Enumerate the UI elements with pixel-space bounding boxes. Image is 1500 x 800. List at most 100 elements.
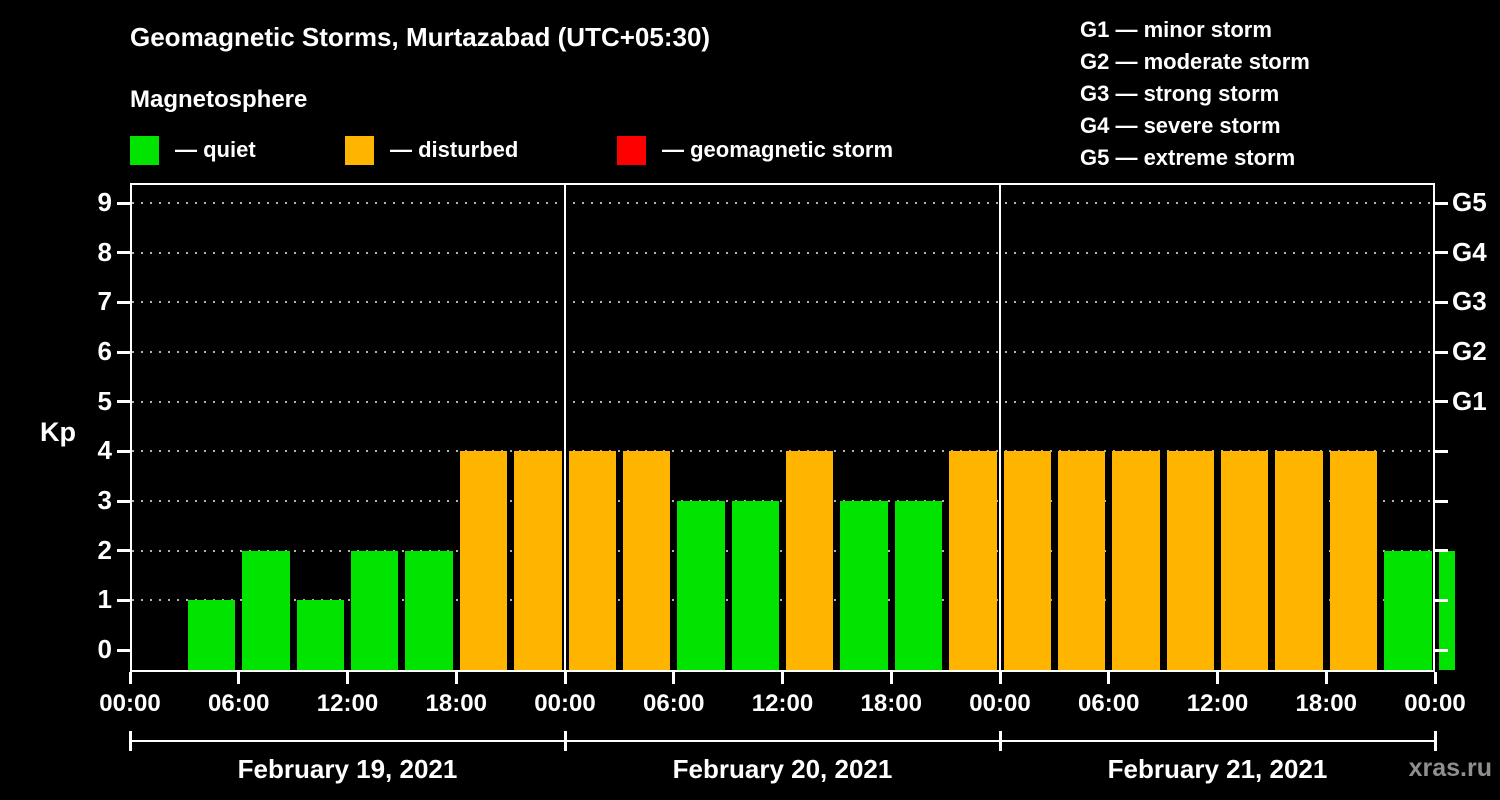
time-tick-label: 18:00 [425,690,487,717]
kp-tick-right [1435,648,1448,652]
time-tick [563,672,567,684]
kp-tick-right [1435,350,1448,354]
kp-tick-label: 9 [97,187,112,217]
date-label: February 20, 2021 [672,754,893,784]
kp-tick-left [117,549,130,553]
time-tick [454,672,458,684]
time-tick-label: 18:00 [1295,690,1357,717]
kp-bar [894,501,943,670]
date-label: February 19, 2021 [237,754,458,784]
kp-bar [1329,451,1378,670]
time-tick [346,672,349,684]
kp-tick-left [117,251,130,255]
storm-color-swatch [617,135,646,165]
kp-tick-label: 3 [97,485,112,515]
kp-tick-right [1435,251,1448,255]
g-scale-label: G5 [1452,187,1487,217]
plot-border [130,183,1435,672]
kp-bar [1057,451,1106,670]
kp-bar [1221,451,1269,670]
kp-tick-left [117,449,130,453]
kp-gridline [132,599,1433,602]
g-scale-label: G2 [1452,336,1487,366]
kp-tick-label: 2 [97,534,112,565]
kp-gridline [132,549,1433,552]
kp-tick-label: 8 [97,236,112,267]
magnetosphere-subtitle: Magnetosphere [130,86,308,113]
kp-tick-right [1435,499,1448,503]
date-axis-tick [564,731,567,751]
time-tick [889,672,893,684]
kp-bar [187,600,236,670]
kp-tick-label: 6 [97,336,112,366]
kp-bar [840,501,888,670]
kp-tick-right [1435,449,1448,453]
kp-bar [1275,451,1323,670]
g5-legend-line: G5 — extreme storm [1080,145,1296,170]
time-tick [781,672,784,684]
g-scale-legend: G1 — minor storm G2 — moderate storm G3 … [1080,14,1310,174]
kp-tick-right [1435,400,1448,404]
legend-item-quiet: — quiet [130,135,256,165]
time-tick-label: 00:00 [969,690,1031,717]
page-title: Geomagnetic Storms, Murtazabad (UTC+05:3… [130,22,711,52]
g2-legend-line: G2 — moderate storm [1080,49,1310,74]
time-tick-label: 18:00 [860,690,922,717]
kp-tick-label: 4 [97,435,112,466]
kp-bar [514,451,562,670]
time-tick [1216,672,1219,684]
y-axis-title: Kp [40,417,76,447]
kp-bar-partial [1439,550,1455,670]
legend-label-storm: — geomagnetic storm [662,137,894,162]
legend-label-quiet: — quiet [175,137,256,162]
time-tick [128,672,132,684]
time-tick [1324,672,1328,684]
time-tick-label: 12:00 [316,690,379,717]
kp-tick-left [117,350,130,354]
kp-tick-label: 1 [97,584,112,615]
time-tick-label: 12:00 [1186,690,1249,717]
kp-tick-right [1435,549,1448,553]
quiet-color-swatch [130,135,159,165]
legend-label-disturbed: — disturbed [390,137,519,162]
kp-gridline [132,351,1433,353]
day-separator-line [999,185,1001,670]
kp-bar [1003,451,1051,670]
kp-bar [351,550,399,670]
time-tick [1107,672,1111,684]
time-tick [1433,672,1437,684]
kp-bar [677,501,725,670]
date-axis-tick [999,731,1002,751]
kp-tick-left [117,201,130,205]
kp-tick-label: 7 [97,286,112,317]
kp-tick-left [117,499,130,503]
kp-bar [405,550,453,670]
legend-item-storm: — geomagnetic storm [617,135,893,165]
kp-tick-right [1435,201,1448,205]
date-axis-tick [129,731,132,751]
time-tick-label: 06:00 [208,690,270,717]
g-scale-label: G1 [1452,385,1487,416]
kp-gridline [132,301,1433,304]
kp-tick-left [117,598,130,602]
date-axis-tick [1434,731,1437,751]
kp-bar [1112,451,1160,670]
kp-gridline [132,251,1433,254]
kp-bar [786,451,834,670]
kp-tick-label: 0 [97,634,112,664]
kp-tick-left [117,300,130,304]
kp-tick-label: 5 [97,385,112,416]
kp-tick-right [1435,598,1448,602]
date-label: February 21, 2021 [1107,754,1328,784]
time-tick-label: 06:00 [1078,690,1140,717]
legend-item-disturbed: — disturbed [345,135,518,165]
g-scale-label: G4 [1452,236,1487,267]
kp-gridline [132,202,1433,204]
time-tick [998,672,1002,684]
time-tick-label: 00:00 [99,690,161,717]
kp-bar [949,451,997,670]
day-separator-line [564,185,566,670]
kp-bar [1166,451,1214,670]
time-tick [672,672,676,684]
